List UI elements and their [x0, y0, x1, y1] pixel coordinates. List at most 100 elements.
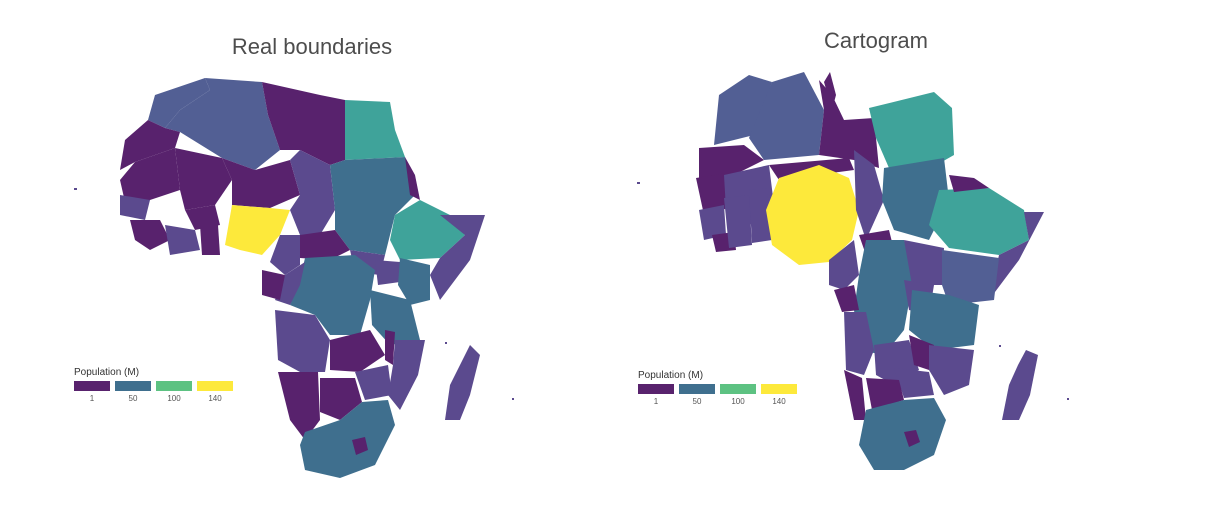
carto-angola: [844, 312, 874, 375]
region-south-africa: [300, 400, 395, 478]
carto-ivory-coast: [724, 195, 752, 248]
region-ghana: [200, 225, 220, 255]
region-gabon: [262, 270, 285, 300]
real-boundaries-map: [74, 78, 514, 478]
carto-botswana: [866, 378, 904, 410]
legend-swatch-100: [720, 384, 756, 394]
region-ivory-coast: [165, 225, 200, 255]
region-mozambique: [388, 340, 425, 410]
carto-tunisia: [824, 72, 836, 110]
region-lesotho: [352, 437, 368, 455]
region-kenya: [398, 258, 430, 305]
region-tanzania: [370, 290, 420, 345]
carto-tanzania: [909, 290, 979, 350]
carto-island-cape-verde: [637, 182, 640, 184]
region-somalia: [430, 215, 485, 300]
legend-keys: 1 50 100 140: [74, 381, 233, 403]
carto-algeria: [749, 72, 824, 160]
region-senegal: [120, 195, 150, 220]
legend-key-140: 140: [761, 384, 797, 406]
region-namibia: [278, 372, 320, 440]
carto-south-africa: [859, 398, 946, 470]
carto-madagascar: [1002, 350, 1038, 420]
cartogram-map: [637, 72, 1069, 470]
legend-keys: 1 50 100 140: [638, 384, 797, 406]
legend-swatch-50: [679, 384, 715, 394]
legend-key-140: 140: [197, 381, 233, 403]
carto-zimbabwe: [894, 368, 934, 398]
legend-title: Population (M): [638, 370, 704, 381]
carto-senegal: [699, 205, 726, 240]
carto-cameroon: [829, 240, 859, 290]
region-morocco: [148, 78, 210, 128]
region-libya: [262, 82, 345, 165]
region-niger: [222, 158, 300, 208]
region-angola: [275, 310, 330, 372]
carto-mozambique: [929, 345, 974, 395]
region-eritrea: [405, 157, 420, 200]
population-legend-right: Population (M) 1 50 100 140: [638, 370, 797, 406]
carto-island-comoros: [999, 345, 1001, 347]
region-uganda: [375, 260, 400, 285]
carto-malawi: [909, 335, 934, 370]
population-legend-left: Population (M) 1 50 100 140: [74, 367, 233, 403]
legend-label-140: 140: [208, 394, 222, 403]
carto-eritrea: [949, 175, 989, 192]
legend-label-1: 1: [89, 394, 95, 403]
region-algeria: [165, 78, 280, 170]
legend-label-50: 50: [692, 397, 702, 406]
panel-title-cartogram: Cartogram: [824, 28, 928, 53]
legend-key-50: 50: [115, 381, 151, 403]
region-burkina: [185, 205, 220, 230]
carto-nigeria: [766, 165, 859, 265]
legend-label-140: 140: [772, 397, 786, 406]
legend-key-1: 1: [638, 384, 674, 406]
carto-island-mauritius: [1067, 398, 1069, 400]
legend-label-1: 1: [653, 397, 659, 406]
region-sudan: [330, 157, 415, 255]
legend-swatch-50: [115, 381, 151, 391]
region-cameroon: [270, 235, 300, 275]
carto-kenya: [942, 250, 999, 305]
legend-swatch-140: [197, 381, 233, 391]
legend-key-100: 100: [156, 381, 192, 403]
region-chad: [290, 150, 335, 235]
region-congo: [275, 262, 305, 305]
panel-title-real-boundaries: Real boundaries: [231, 34, 393, 59]
legend-key-1: 1: [74, 381, 110, 403]
region-madagascar: [445, 345, 480, 420]
carto-somalia: [989, 212, 1044, 300]
legend-swatch-140: [761, 384, 797, 394]
region-malawi: [385, 330, 395, 365]
legend-key-100: 100: [720, 384, 756, 406]
legend-swatch-1: [638, 384, 674, 394]
legend-key-50: 50: [679, 384, 715, 406]
legend-label-100: 100: [731, 397, 745, 406]
region-nigeria: [225, 205, 290, 255]
region-western-sahara: [120, 120, 180, 170]
region-botswana: [320, 378, 362, 420]
region-mali: [175, 148, 232, 210]
carto-ghana: [749, 188, 772, 243]
region-zambia: [330, 330, 385, 372]
region-guinea: [130, 220, 170, 250]
carto-lesotho: [904, 430, 920, 447]
carto-chad: [854, 150, 884, 240]
carto-namibia: [844, 370, 866, 420]
region-egypt: [345, 100, 405, 160]
cartogram-panel: Cartogram: [604, 0, 1208, 511]
region-drc: [290, 255, 375, 335]
legend-swatch-100: [156, 381, 192, 391]
island-mauritius: [512, 398, 514, 400]
island-cape-verde: [74, 188, 77, 190]
region-car: [300, 230, 350, 260]
carto-gabon: [834, 285, 859, 312]
region-zimbabwe: [355, 365, 392, 400]
region-mauritania: [120, 148, 180, 202]
legend-label-100: 100: [167, 394, 181, 403]
island-comoros: [445, 342, 447, 344]
carto-egypt: [869, 92, 954, 172]
legend-title: Population (M): [74, 367, 140, 378]
carto-ethiopia: [929, 188, 1029, 255]
real-boundaries-panel: Real boundaries: [74, 34, 514, 478]
